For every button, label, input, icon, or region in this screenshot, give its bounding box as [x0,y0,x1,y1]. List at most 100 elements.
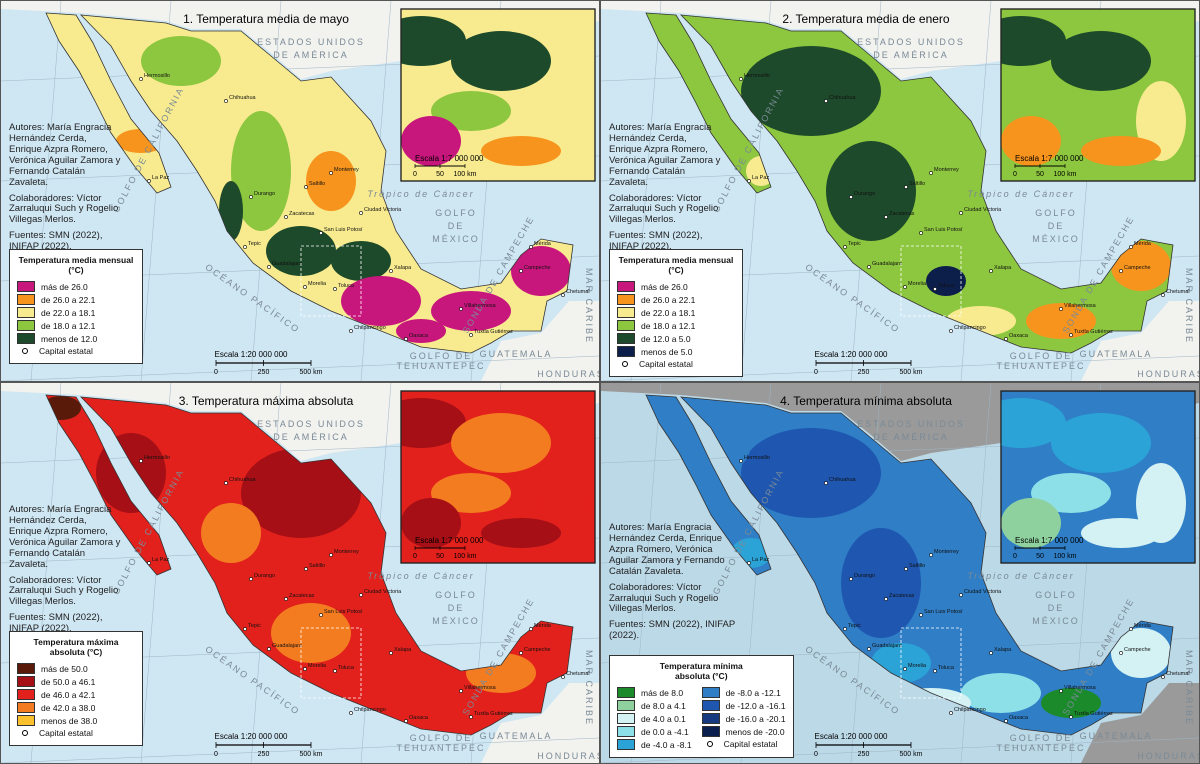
capital-marker [1059,689,1063,693]
coastline [645,12,772,194]
capital-marker [147,561,151,565]
coastline [679,14,1174,354]
inset-scale-tick-label: 0 [413,171,417,178]
city-label: Villahermosa [464,685,497,691]
legend-label: menos de 12.0 [41,333,98,344]
capital-symbol [706,741,713,747]
climate-zone [306,151,356,211]
city-label: Morelia [308,663,327,669]
city-label: Guadalajara [872,643,903,649]
city-label: Oaxaca [409,333,429,339]
city-label: Chilpancingo [954,707,986,713]
map-panel: ESTADOS UNIDOS DE AMÉRICA GOLFO DE MÉXICO OCÉ… [0,382,600,764]
legend-label: de 26.0 a 22.1 [641,294,696,305]
city-label: Chihuahua [829,95,857,101]
city-label: Monterrey [934,167,959,173]
city-label: Durango [254,191,275,197]
map-label: MAR CARIBE [584,650,594,726]
capital-marker [404,719,408,723]
map-label: HONDURAS [1137,751,1199,761]
climate-zone [431,91,511,131]
capital-marker [1004,719,1008,723]
legend-label: menos de -20.0 [725,726,785,737]
city-label: Tuxtla Gutiérrez [1074,329,1113,335]
map-label: DE AMÉRICA [873,432,949,442]
legend-item: de 50.0 a 46.1 [17,676,97,687]
city-label: Toluca [338,665,355,671]
legend-item: de 26.0 a 22.1 [617,294,695,305]
city-label: Campeche [1124,265,1151,271]
legend-label: de -16.0 a -20.1 [725,713,786,724]
legend-swatch [701,700,720,711]
legend-swatch [701,713,720,724]
climate-zone [741,46,881,136]
city-label: Morelia [908,663,927,669]
legend-label: de -4.0 a -8.1 [641,739,692,750]
inset-scale-tick-label: 50 [1036,553,1044,560]
city-label: Tuxtla Gutiérrez [474,329,513,335]
legend-label: de 18.0 a 12.1 [641,320,696,331]
capital-marker [459,689,463,693]
climate-zone [1031,473,1111,513]
capital-marker [1004,337,1008,341]
coastline [45,394,172,576]
city-label: Chihuahua [229,95,257,101]
city-label: Tepic [848,623,861,629]
panel-title: 3. Temperatura máxima absoluta [179,394,354,408]
scale-tick-label: 250 [858,369,870,376]
capital-marker [349,711,353,715]
map-label: MAR CARIBE [1184,268,1194,344]
city-label: Saltillo [909,563,925,569]
capital-marker [529,245,533,249]
climate-zone [431,473,511,513]
panel-title: 2. Temperatura media de enero [782,12,950,26]
city-label: Oaxaca [1009,715,1029,721]
city-label: Xalapa [994,647,1012,653]
legend: Temperatura máxima absoluta (°C) más de 5… [9,631,143,746]
inset-zoom [300,245,362,317]
city-label: Mérida [1134,623,1152,629]
city-label: San Luis Potosí [924,609,963,615]
capital-marker [267,265,271,269]
capital-marker [867,647,871,651]
legend-item: más de 50.0 [17,663,97,674]
legend-item: Capital estatal [17,346,97,356]
map-label: TEHUANTEPEC [396,361,485,371]
city-label: Chilpancingo [954,325,986,331]
graticule [601,737,1199,763]
city-label: Ciudad Victoria [364,207,402,213]
capital-marker [849,195,853,199]
scale-tick-label: 250 [258,369,270,376]
climate-zone [1081,518,1161,548]
legend-item: de 0.0 a -4.1 [617,726,692,737]
city-label: Tepic [848,241,861,247]
inset-scale-label: Escala 1:7 000 000 [1015,154,1084,163]
map-label: MÉXICO [1032,616,1080,626]
coastline [679,396,1174,736]
legend-swatch [617,346,635,357]
city-label: Saltillo [909,181,925,187]
city-label: Villahermosa [1064,685,1097,691]
legend-label: de 22.0 a 18.1 [41,307,96,318]
legend-swatch [17,676,35,687]
scale-label: Escala 1:20 000 000 [215,350,288,359]
city-label: Ciudad Victoria [364,589,402,595]
scale-tick-label: 250 [258,751,270,758]
city-label: Hermosillo [744,73,770,79]
city-label: Toluca [938,283,955,289]
map-label: MÉXICO [1032,234,1080,244]
legend-swatch [17,281,35,292]
legend-item: de 22.0 a 18.1 [617,307,695,318]
legend-label: de 50.0 a 46.1 [41,676,96,687]
legend-item: de -4.0 a -8.1 [617,739,692,750]
capital-marker [904,567,908,571]
map-label: ESTADOS UNIDOS [857,419,965,429]
capital-marker [139,77,143,81]
scale-label: Escala 1:20 000 000 [815,350,888,359]
city-label: Guadalajara [872,261,903,267]
capital-marker [329,171,333,175]
map-label: GUATEMALA [480,731,553,741]
city-label: Campeche [524,265,551,271]
city-label: La Paz [752,557,769,563]
credit-line: Colaboradores: Víctor Zarraluqui Such y … [609,581,719,615]
